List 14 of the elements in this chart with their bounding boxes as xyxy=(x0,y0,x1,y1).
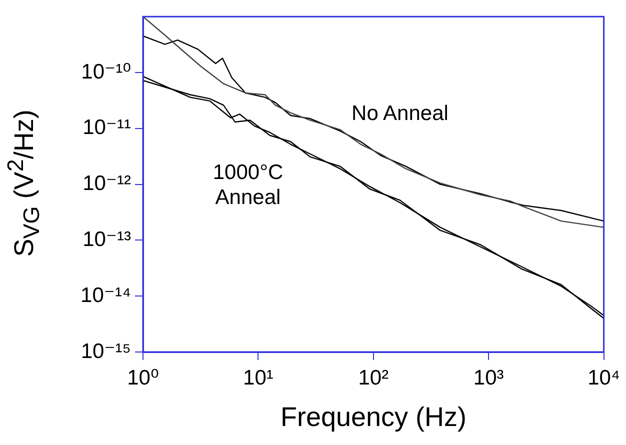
x-axis-title: Frequency (Hz) xyxy=(279,402,468,433)
annotation: No Anneal xyxy=(352,100,448,126)
y-tick-label: 10⁻¹⁵ xyxy=(80,340,131,363)
y-tick-label: 10⁻¹⁰ xyxy=(81,60,131,84)
x-tick-label: 10³ xyxy=(473,366,504,390)
x-tick-label: 10¹ xyxy=(243,366,274,390)
x-tick-label: 10⁰ xyxy=(127,366,159,390)
y-tick-label: 10⁻¹² xyxy=(82,172,131,196)
y-tick-label: 10⁻¹¹ xyxy=(82,116,131,140)
x-tick-label: 10² xyxy=(358,366,389,390)
y-tick-label: 10⁻¹³ xyxy=(82,228,131,251)
x-tick-label: 10⁴ xyxy=(588,366,620,390)
annotation: 1000°C Anneal xyxy=(212,160,284,210)
y-tick-label: 10⁻¹⁴ xyxy=(80,284,131,307)
